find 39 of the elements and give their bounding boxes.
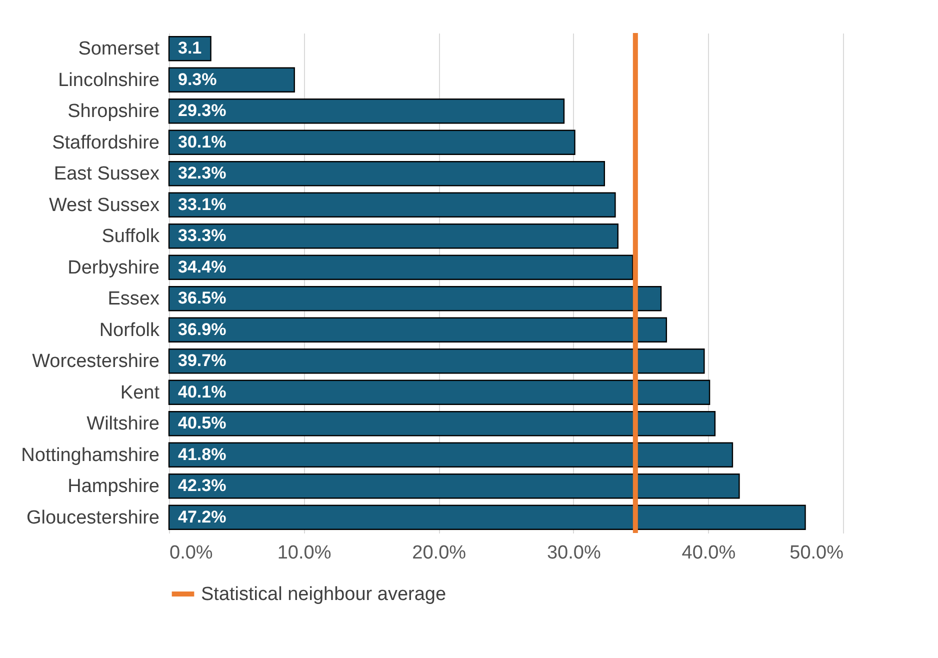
x-tick-label: 30.0%: [546, 542, 601, 564]
data-label: 33.3%: [178, 226, 226, 246]
y-tick-label: Derbyshire: [68, 257, 160, 278]
x-tick-label: 0.0%: [170, 542, 213, 564]
y-tick-label: East Sussex: [54, 164, 160, 185]
x-tick-label: 40.0%: [682, 542, 736, 564]
data-label: 30.1%: [178, 132, 226, 152]
x-tick-label: 10.0%: [277, 542, 332, 564]
data-label: 42.3%: [178, 476, 226, 496]
data-label: 47.2%: [178, 507, 226, 526]
y-tick-label: West Sussex: [48, 194, 160, 216]
data-label: 33.1%: [178, 194, 226, 214]
data-label: 36.5%: [178, 288, 226, 308]
y-tick-label: Suffolk: [102, 226, 160, 248]
data-label: 41.8%: [178, 444, 226, 464]
data-label: 32.3%: [178, 164, 226, 183]
y-tick-label: Somerset: [78, 38, 160, 60]
y-tick-label: Lincolnshire: [58, 70, 160, 91]
y-tick-label: Worcestershire: [32, 351, 160, 372]
data-label: 3.1: [178, 38, 202, 58]
y-tick-label: Hampshire: [68, 476, 160, 498]
y-tick-label: Kent: [120, 382, 160, 404]
x-tick-label: 20.0%: [412, 542, 466, 564]
y-tick-label: Nottinghamshire: [21, 444, 160, 466]
data-label: 36.9%: [178, 320, 226, 339]
x-tick-label: 50.0%: [790, 542, 844, 564]
data-label: 40.1%: [178, 382, 226, 402]
y-tick-label: Gloucestershire: [26, 507, 160, 528]
data-label: 39.7%: [178, 351, 226, 370]
y-tick-label: Staffordshire: [52, 132, 160, 154]
y-tick-label: Norfolk: [99, 320, 160, 341]
y-tick-label: Essex: [108, 288, 160, 310]
data-label: 34.4%: [178, 257, 226, 276]
data-label: 9.3%: [178, 70, 217, 89]
legend-label: Statistical neighbour average: [201, 584, 446, 605]
data-label: 29.3%: [178, 101, 226, 120]
y-tick-label: Wiltshire: [86, 414, 160, 435]
y-tick-label: Shropshire: [68, 101, 160, 122]
data-label: 40.5%: [178, 414, 226, 433]
